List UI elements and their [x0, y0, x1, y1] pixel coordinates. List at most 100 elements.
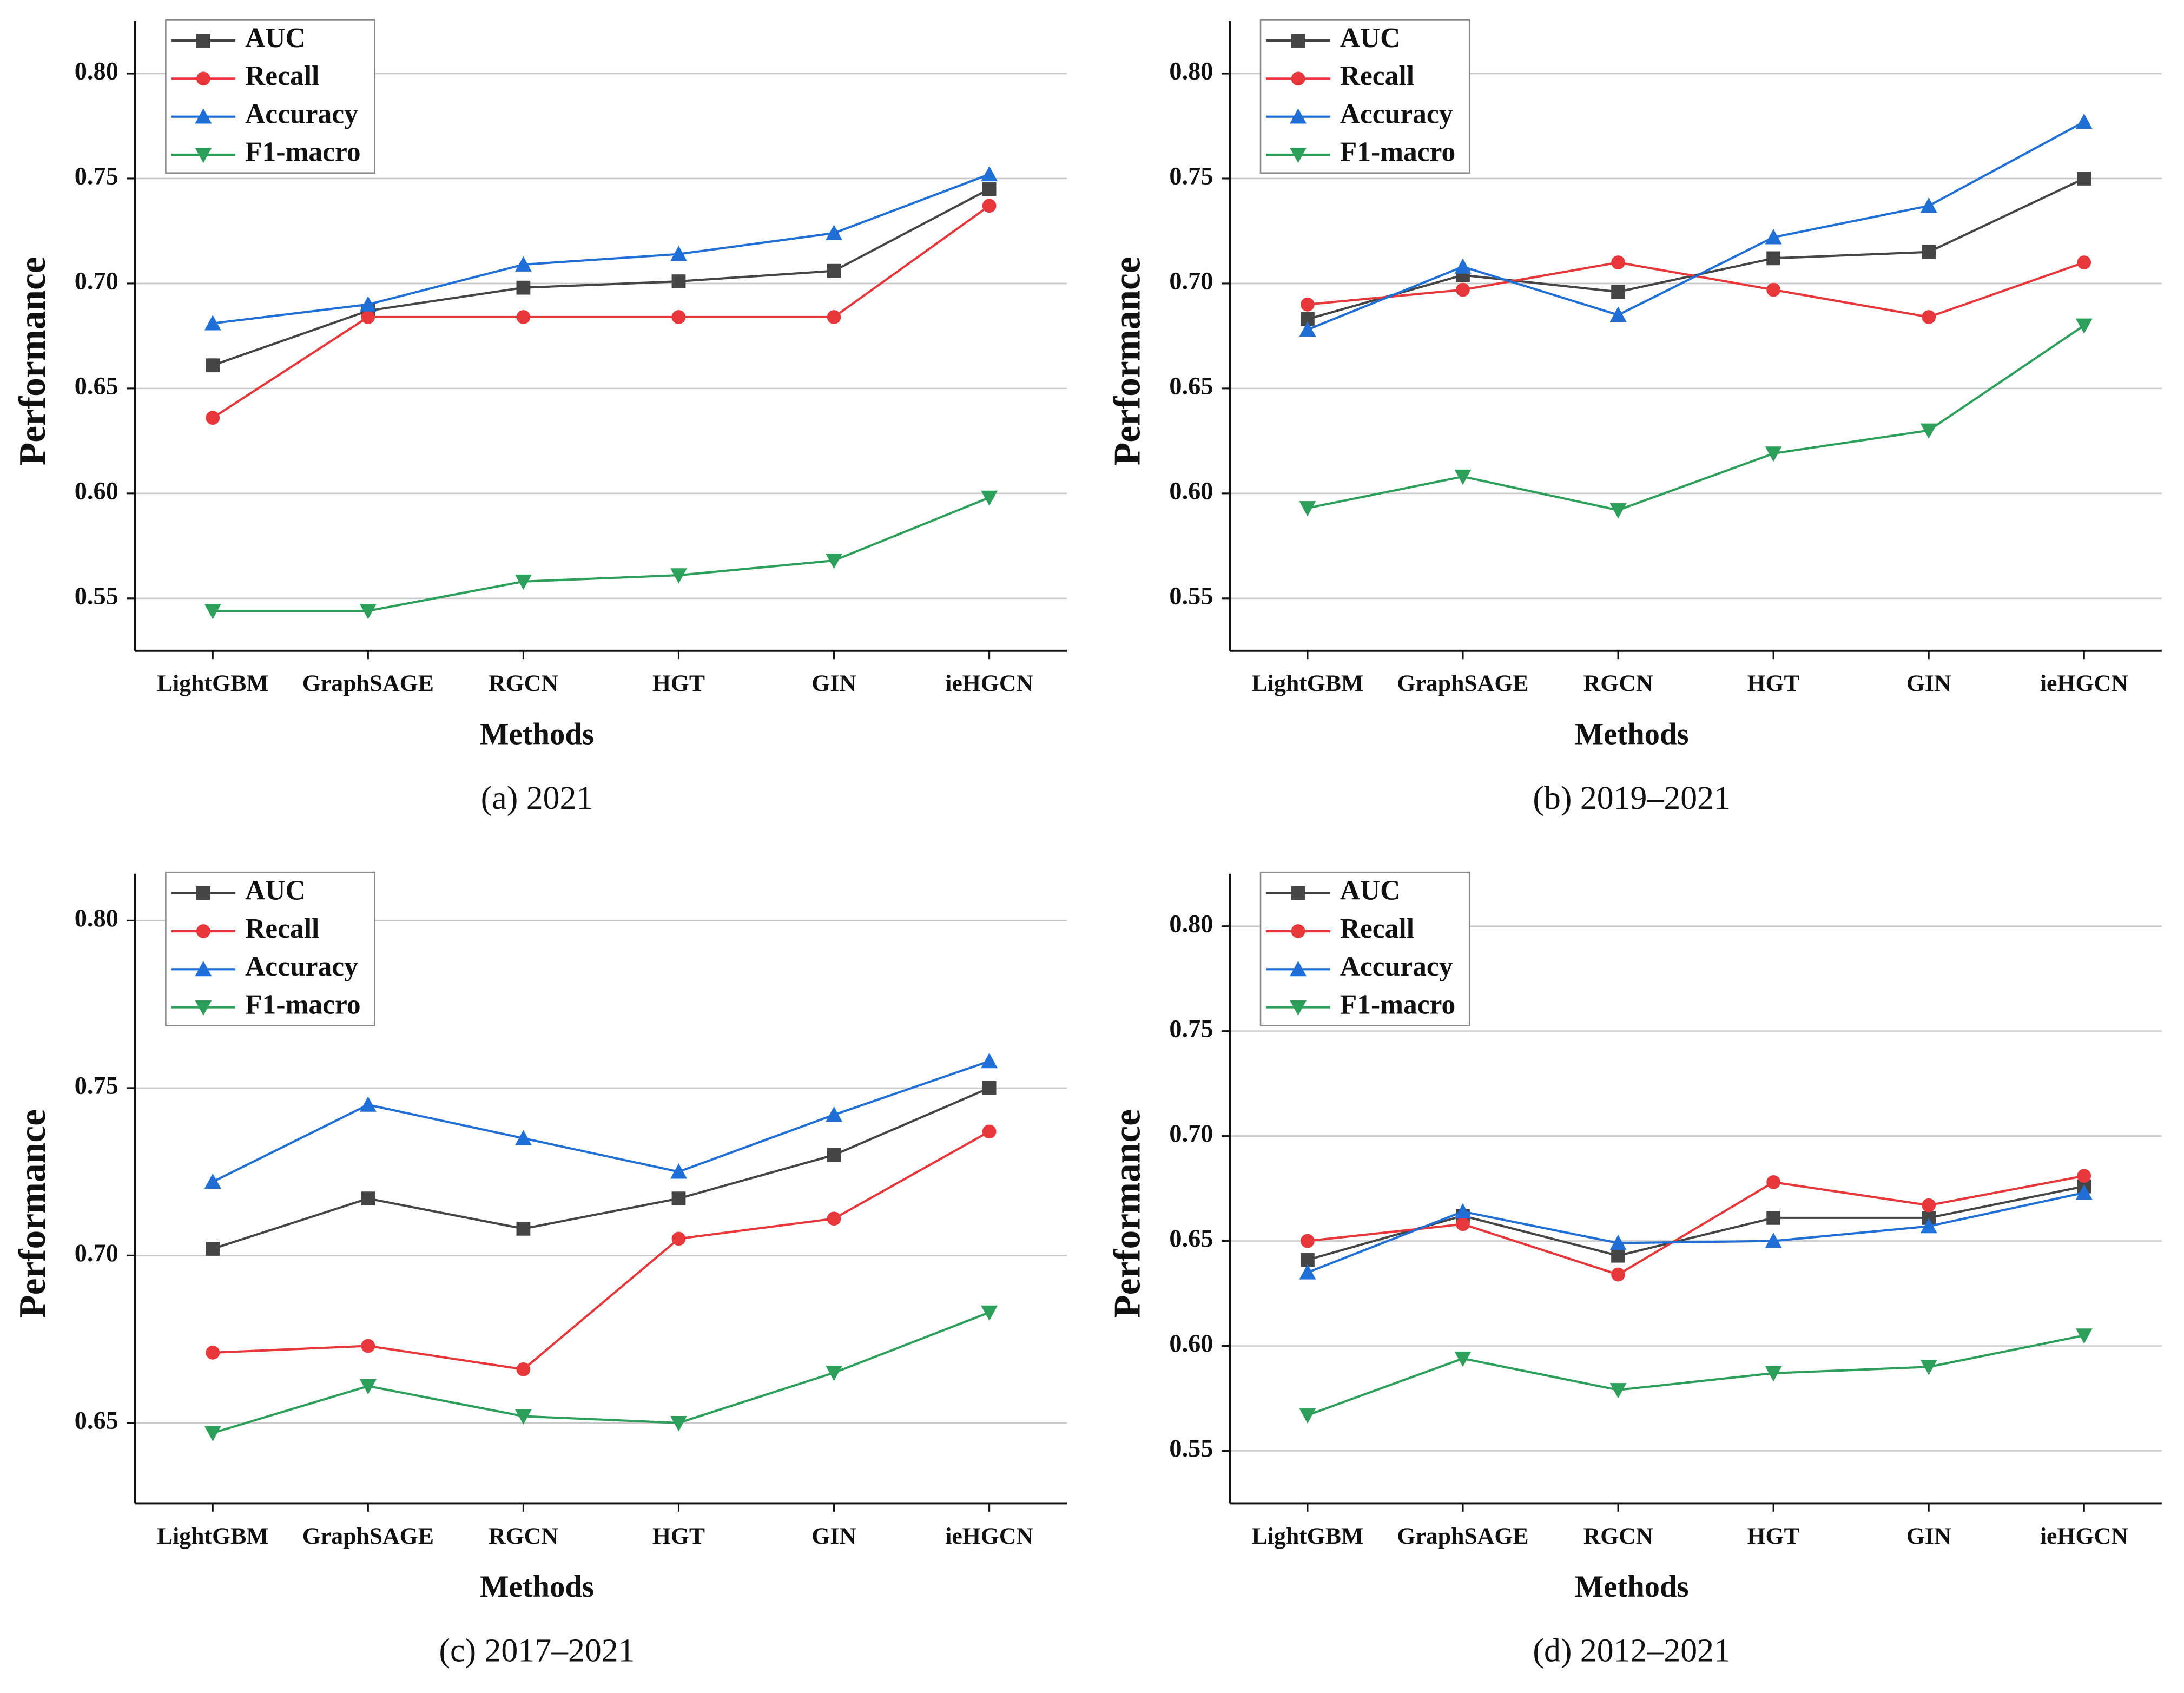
x-axis-label: Methods [1575, 1570, 1689, 1604]
marker [359, 1096, 377, 1112]
marker [826, 225, 842, 240]
series-line [1307, 1175, 2084, 1276]
marker [206, 1242, 220, 1256]
marker [1609, 1234, 1627, 1250]
legend-marker [1290, 108, 1307, 124]
caption: (d) 2012–2021 [1533, 1632, 1731, 1669]
marker [827, 310, 841, 324]
marker [1609, 306, 1627, 322]
marker [1454, 469, 1472, 485]
marker [1611, 285, 1625, 299]
marker [671, 1191, 686, 1206]
x-tick-label: GIN [811, 1523, 856, 1549]
chart-panel: 0.55 0.60 0.65 0.70 0.75 0.80 LightGBM GraphSAG… [1107, 871, 2162, 1669]
x-tick-label: LightGBM [1252, 1523, 1364, 1549]
marker [982, 182, 997, 196]
marker [1299, 321, 1316, 337]
legend-label: AUC [1340, 875, 1401, 906]
marker [826, 1106, 842, 1122]
y-tick-label: 0.70 [1169, 268, 1213, 295]
marker [1765, 229, 1782, 245]
x-tick-label: GraphSAGE [302, 1523, 434, 1549]
legend-marker [195, 1000, 212, 1016]
legend-marker [1290, 1000, 1307, 1016]
y-tick-label: 0.75 [75, 1072, 118, 1100]
legend-label: F1-macro [1340, 137, 1455, 168]
marker [670, 1415, 687, 1432]
marker [1920, 1360, 1937, 1375]
legend-label: F1-macro [1340, 989, 1455, 1020]
y-tick-label: 0.55 [1169, 582, 1213, 610]
marker [2077, 255, 2091, 270]
marker [1299, 501, 1316, 517]
marker [1766, 251, 1781, 266]
marker [516, 1362, 531, 1376]
x-tick-label: HGT [652, 1523, 705, 1549]
marker [1765, 446, 1782, 462]
marker [206, 358, 220, 373]
y-tick-label: 0.80 [1169, 910, 1213, 938]
legend-marker [196, 71, 210, 86]
marker [2077, 172, 2091, 186]
series-line [1307, 1334, 2084, 1417]
marker [206, 1346, 220, 1360]
marker [516, 1221, 531, 1236]
caption: (a) 2021 [481, 780, 593, 816]
y-tick-label: 0.70 [75, 268, 118, 295]
marker [361, 310, 375, 324]
marker [1922, 1198, 1936, 1213]
x-axis-label: Methods [480, 1570, 594, 1604]
marker [1299, 1408, 1316, 1424]
y-tick-label: 0.75 [75, 163, 118, 190]
marker [982, 199, 997, 213]
y-axis-label: Performance [1107, 1109, 1149, 1318]
marker [361, 1191, 375, 1206]
series-line [213, 496, 990, 612]
marker [2077, 1169, 2091, 1183]
legend-marker [196, 924, 210, 938]
marker [1301, 1234, 1315, 1248]
x-tick-label: ieHGCN [2040, 1523, 2128, 1549]
marker [359, 296, 377, 312]
legend-label: F1-macro [245, 989, 360, 1020]
caption: (b) 2019–2021 [1533, 780, 1731, 816]
marker [1611, 1267, 1625, 1282]
marker [514, 1130, 532, 1145]
marker [982, 1081, 997, 1095]
x-axis-label: Methods [1575, 717, 1689, 751]
marker [1765, 1366, 1782, 1382]
x-tick-label: GIN [1906, 1523, 1951, 1549]
marker [359, 604, 377, 620]
marker [1456, 1217, 1470, 1231]
marker [1609, 503, 1627, 519]
marker [670, 246, 687, 261]
marker [670, 568, 687, 584]
x-tick-label: LightGBM [1252, 670, 1364, 696]
legend-marker [195, 148, 212, 163]
marker [982, 1124, 997, 1139]
y-axis-label: Performance [12, 256, 54, 465]
legend-label: Accuracy [1340, 951, 1453, 982]
marker [204, 604, 221, 620]
series-line [213, 173, 990, 325]
legend-marker [1291, 34, 1305, 48]
marker [204, 1173, 221, 1189]
y-tick-label: 0.75 [1169, 1015, 1213, 1043]
caption: (c) 2017–2021 [439, 1632, 635, 1669]
y-tick-label: 0.65 [75, 1407, 118, 1435]
marker [514, 256, 532, 272]
marker [826, 1366, 842, 1381]
marker [1920, 423, 1937, 439]
chart-panel: 0.55 0.60 0.65 0.70 0.75 0.80 LightGBM GraphSAG… [1107, 19, 2162, 816]
marker [516, 280, 531, 295]
y-tick-label: 0.65 [1169, 373, 1213, 400]
marker [1299, 1264, 1316, 1280]
marker [361, 1339, 375, 1353]
series-line [1307, 177, 2085, 320]
legend-label: F1-macro [245, 137, 360, 168]
series-line [1307, 1191, 2084, 1274]
x-tick-label: ieHGCN [945, 1523, 1033, 1549]
marker [516, 310, 531, 324]
marker [1301, 297, 1315, 312]
